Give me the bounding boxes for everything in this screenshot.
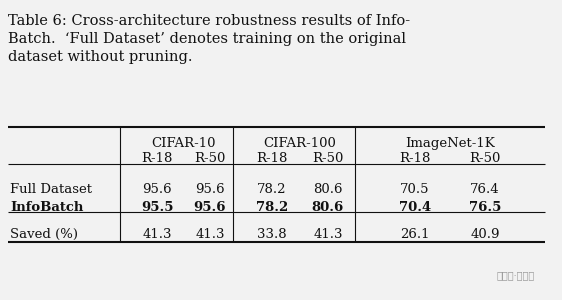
Text: 78.2: 78.2 [257, 183, 287, 196]
Text: InfoBatch: InfoBatch [10, 201, 83, 214]
Text: R-50: R-50 [312, 152, 344, 165]
Text: ImageNet-1K: ImageNet-1K [405, 137, 495, 150]
Text: CIFAR-100: CIFAR-100 [264, 137, 337, 150]
Text: 76.5: 76.5 [469, 201, 501, 214]
Text: Full Dataset: Full Dataset [10, 183, 92, 196]
Text: 26.1: 26.1 [400, 228, 430, 241]
Text: Table 6: Cross-architecture robustness results of Info-: Table 6: Cross-architecture robustness r… [8, 14, 410, 28]
Text: R-18: R-18 [256, 152, 288, 165]
Text: Saved (%): Saved (%) [10, 228, 78, 241]
Text: Batch.  ‘Full Dataset’ denotes training on the original: Batch. ‘Full Dataset’ denotes training o… [8, 32, 406, 46]
Text: CIFAR-10: CIFAR-10 [151, 137, 216, 150]
Text: R-18: R-18 [400, 152, 430, 165]
Text: 95.5: 95.5 [140, 201, 173, 214]
Text: 33.8: 33.8 [257, 228, 287, 241]
Text: 70.4: 70.4 [399, 201, 431, 214]
Text: 70.5: 70.5 [400, 183, 430, 196]
Text: 公众号·量子位: 公众号·量子位 [497, 270, 535, 280]
Text: R-50: R-50 [194, 152, 226, 165]
Text: 78.2: 78.2 [256, 201, 288, 214]
Text: 95.6: 95.6 [194, 201, 226, 214]
Text: 41.3: 41.3 [195, 228, 225, 241]
Text: dataset without pruning.: dataset without pruning. [8, 50, 193, 64]
Text: 76.4: 76.4 [470, 183, 500, 196]
Text: 80.6: 80.6 [313, 183, 343, 196]
Text: R-18: R-18 [141, 152, 173, 165]
Text: 95.6: 95.6 [195, 183, 225, 196]
Text: 95.6: 95.6 [142, 183, 172, 196]
Text: 41.3: 41.3 [313, 228, 343, 241]
Text: 80.6: 80.6 [312, 201, 344, 214]
Text: R-50: R-50 [469, 152, 501, 165]
Text: 40.9: 40.9 [470, 228, 500, 241]
Text: 41.3: 41.3 [142, 228, 172, 241]
